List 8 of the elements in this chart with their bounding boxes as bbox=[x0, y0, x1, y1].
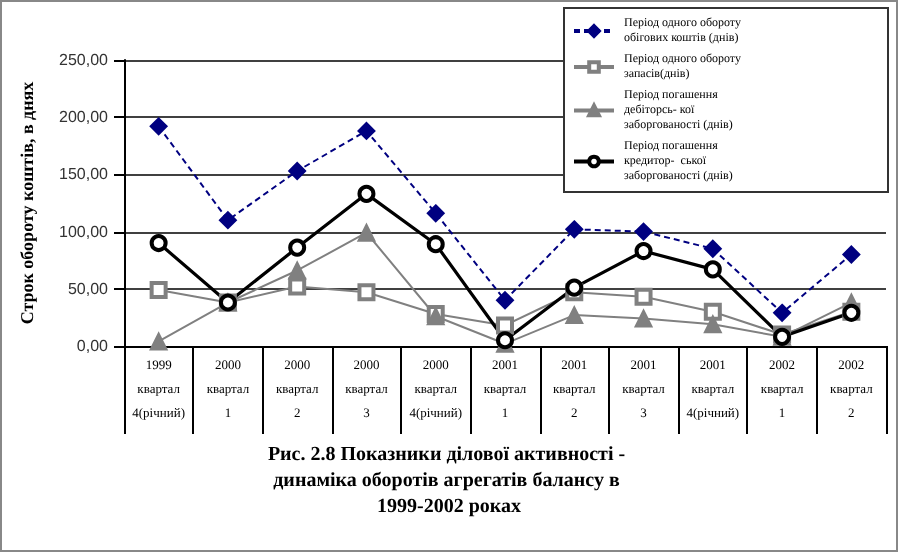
y-tick-label: 150,00 bbox=[59, 165, 110, 184]
y-axis-title: Строк обороту коштів, в днях bbox=[17, 80, 37, 325]
text: Рис. 2.8 Показники ділової активності - динаміка оборотів агрегатів балансу в 1999-2002 роках bbox=[267, 444, 631, 518]
y-tick-label: 250,00 bbox=[59, 51, 110, 69]
y-tick-label: 50,00 bbox=[67, 279, 110, 298]
y-tick-label: 100,00 bbox=[59, 222, 110, 241]
y-tick-label: 200,00 bbox=[59, 108, 110, 127]
y-tick-label: 0,00 bbox=[76, 337, 110, 355]
